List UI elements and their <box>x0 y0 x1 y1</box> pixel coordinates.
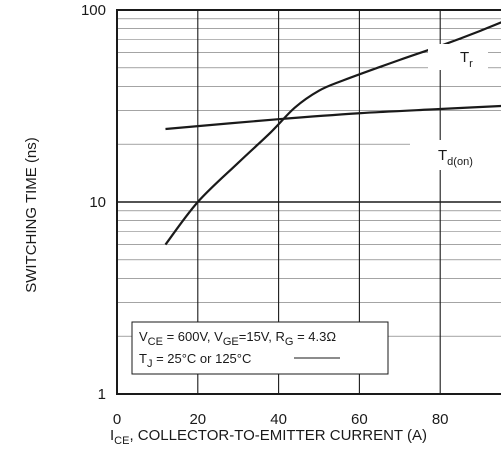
x-tick-label: 60 <box>351 411 368 428</box>
tick-labels: 020406080100110100 <box>81 2 449 428</box>
x-axis-label-rest: , COLLECTOR-TO-EMITTER CURRENT (A) <box>129 427 427 444</box>
series-label-tdon: Td(on) <box>438 147 473 168</box>
conditions-line-2: TJ = 25°C or 125°C <box>139 351 251 370</box>
y-axis-label: SWITCHING TIME (ns) <box>23 137 40 293</box>
x-tick-label: 0 <box>113 411 121 428</box>
conditions-line-1: VCE = 600V, VGE=15V, RG = 4.3Ω <box>139 329 336 348</box>
plot-frame <box>116 9 501 395</box>
y-tick-label: 100 <box>81 2 106 19</box>
series-line-tdon <box>165 104 501 131</box>
series-line-tr <box>164 21 501 246</box>
conditions-box <box>131 321 389 375</box>
series-layer <box>164 21 501 246</box>
x-axis-label: ICE, COLLECTOR-TO-EMITTER CURRENT (A) <box>110 427 427 447</box>
x-tick-label: 80 <box>432 411 449 428</box>
series-labels: Tr Td(on) <box>410 44 501 170</box>
series-label-tdon-box <box>410 140 501 170</box>
y-tick-label: 1 <box>98 386 106 403</box>
x-tick-label: 40 <box>270 411 287 428</box>
x-tick-label: 20 <box>189 411 206 428</box>
series-label-tr-box <box>428 44 488 70</box>
y-tick-label: 10 <box>89 194 106 211</box>
x-axis-label-main: I <box>110 427 114 444</box>
series-label-tr: Tr <box>460 49 473 70</box>
x-axis-label-sub: CE <box>114 435 129 447</box>
conditions-annotation: VCE = 600V, VGE=15V, RG = 4.3Ω TJ = 25°C… <box>131 321 389 375</box>
